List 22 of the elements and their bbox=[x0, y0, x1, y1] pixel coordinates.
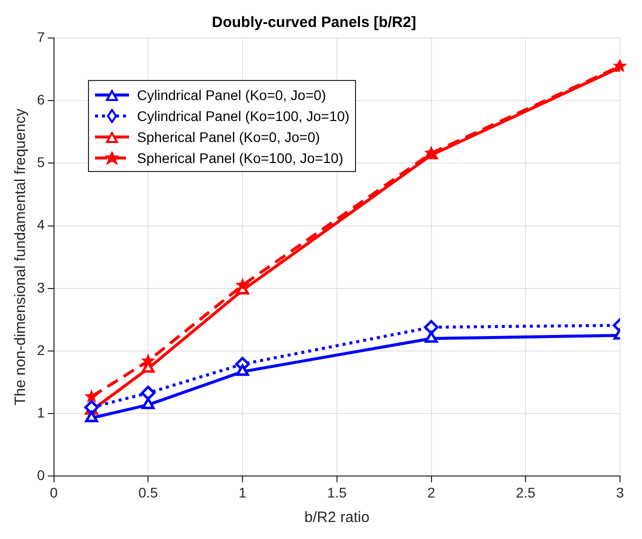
legend-label: Cylindrical Panel (Ko=100, Jo=10) bbox=[137, 108, 350, 124]
y-tick-label: 1 bbox=[36, 404, 45, 420]
y-tick-label: 5 bbox=[36, 154, 45, 170]
y-tick-label: 4 bbox=[36, 216, 45, 233]
legend-label: Spherical Panel (Ko=0, Jo=0) bbox=[137, 128, 320, 144]
y-axis-title: The non-dimensional fundamental frequency bbox=[12, 108, 30, 406]
y-tick-label: 0 bbox=[36, 467, 45, 484]
x-tick-label: 2 bbox=[427, 484, 436, 500]
legend-label: Cylindrical Panel (Ko=0, Jo=0) bbox=[137, 86, 326, 102]
y-tick-label: 3 bbox=[36, 279, 45, 296]
y-tick-label: 6 bbox=[36, 91, 45, 108]
x-tick-label: 2.5 bbox=[516, 484, 536, 500]
x-tick-label: 1 bbox=[238, 484, 247, 500]
x-tick-label: 1.5 bbox=[327, 484, 347, 500]
y-tick-label: 2 bbox=[36, 342, 45, 358]
x-axis-title: b/R2 ratio bbox=[304, 509, 370, 526]
y-tick-label: 7 bbox=[36, 28, 45, 45]
x-tick-label: 3 bbox=[616, 484, 624, 500]
legend-label: Spherical Panel (Ko=100, Jo=10) bbox=[137, 150, 344, 166]
x-tick-label: 0.5 bbox=[138, 484, 158, 500]
x-tick-label: 0 bbox=[50, 484, 58, 500]
chart-title: Doubly-curved Panels [b/R2] bbox=[212, 14, 416, 32]
